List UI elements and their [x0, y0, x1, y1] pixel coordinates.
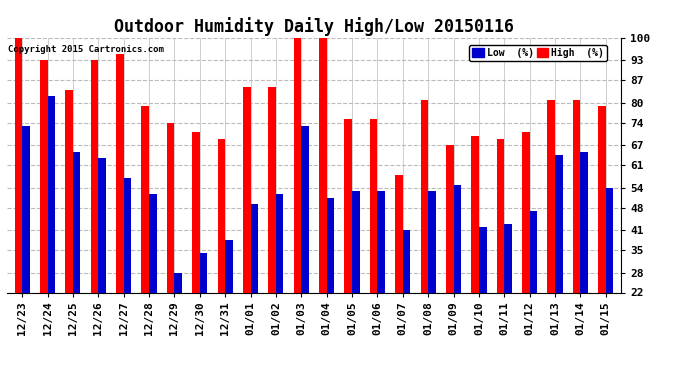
- Bar: [428, 191, 436, 292]
- Bar: [370, 119, 377, 292]
- Bar: [268, 87, 276, 292]
- Bar: [547, 100, 555, 292]
- Bar: [66, 90, 73, 292]
- Bar: [14, 38, 22, 292]
- Bar: [395, 175, 403, 292]
- Legend: Low  (%), High  (%): Low (%), High (%): [469, 45, 607, 61]
- Bar: [497, 139, 504, 292]
- Bar: [217, 139, 225, 292]
- Bar: [175, 273, 182, 292]
- Bar: [141, 106, 149, 292]
- Bar: [606, 188, 613, 292]
- Bar: [326, 198, 334, 292]
- Bar: [453, 184, 461, 292]
- Bar: [167, 123, 175, 292]
- Bar: [192, 132, 200, 292]
- Bar: [352, 191, 359, 292]
- Bar: [200, 253, 208, 292]
- Bar: [250, 204, 258, 292]
- Bar: [276, 194, 284, 292]
- Bar: [530, 211, 538, 292]
- Bar: [420, 100, 428, 292]
- Bar: [302, 126, 309, 292]
- Bar: [149, 194, 157, 292]
- Bar: [573, 100, 580, 292]
- Bar: [344, 119, 352, 292]
- Bar: [598, 106, 606, 292]
- Bar: [98, 159, 106, 292]
- Bar: [580, 152, 588, 292]
- Bar: [522, 132, 530, 292]
- Bar: [124, 178, 131, 292]
- Bar: [555, 155, 562, 292]
- Bar: [116, 54, 124, 292]
- Bar: [243, 87, 250, 292]
- Title: Outdoor Humidity Daily High/Low 20150116: Outdoor Humidity Daily High/Low 20150116: [114, 17, 514, 36]
- Bar: [225, 240, 233, 292]
- Bar: [22, 126, 30, 292]
- Bar: [40, 60, 48, 292]
- Bar: [294, 38, 302, 292]
- Bar: [73, 152, 81, 292]
- Bar: [403, 230, 411, 292]
- Bar: [471, 136, 479, 292]
- Bar: [504, 224, 512, 292]
- Bar: [479, 227, 486, 292]
- Bar: [48, 96, 55, 292]
- Bar: [90, 60, 98, 292]
- Bar: [446, 146, 453, 292]
- Text: Copyright 2015 Cartronics.com: Copyright 2015 Cartronics.com: [8, 45, 164, 54]
- Bar: [377, 191, 385, 292]
- Bar: [319, 38, 326, 292]
